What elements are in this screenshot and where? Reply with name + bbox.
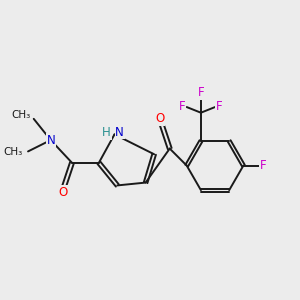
Text: N: N bbox=[115, 126, 124, 139]
Text: F: F bbox=[179, 100, 186, 113]
Text: O: O bbox=[155, 112, 164, 125]
Text: CH₃: CH₃ bbox=[11, 110, 30, 120]
Text: N: N bbox=[47, 134, 56, 147]
Text: F: F bbox=[216, 100, 223, 113]
Text: H: H bbox=[102, 127, 111, 140]
Text: CH₃: CH₃ bbox=[4, 147, 23, 157]
Text: O: O bbox=[58, 186, 68, 199]
Text: F: F bbox=[198, 86, 204, 99]
Text: F: F bbox=[260, 159, 266, 172]
